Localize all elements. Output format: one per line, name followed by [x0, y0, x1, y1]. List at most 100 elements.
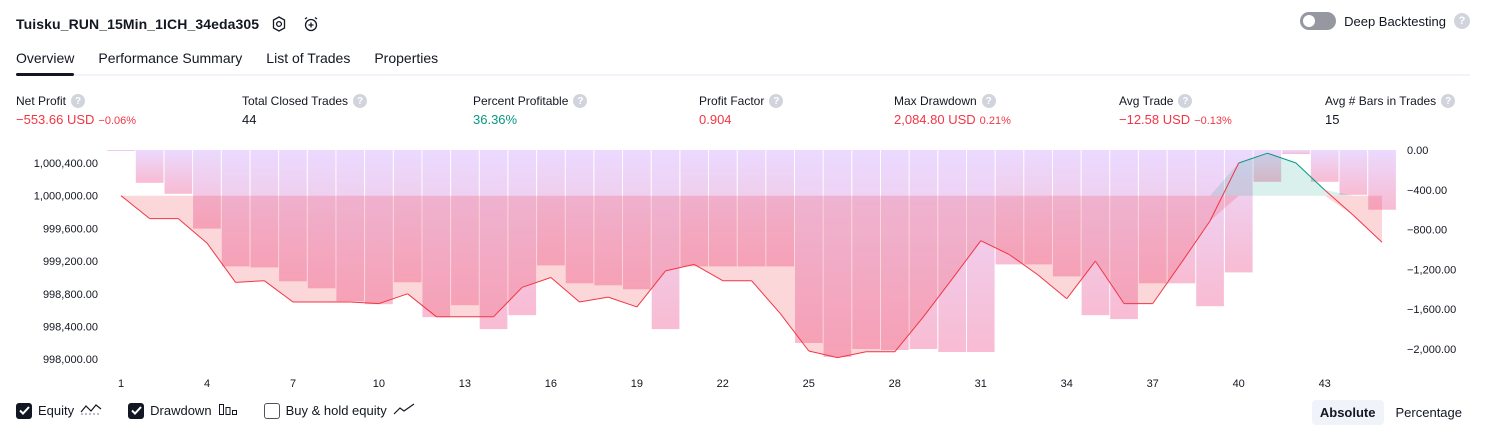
stat-label: Net Profit: [16, 94, 67, 108]
equity-line-segment: [493, 286, 523, 318]
equity-line-segment: [1152, 262, 1182, 304]
equity-line-segment: [1352, 214, 1383, 243]
equity-line-segment: [751, 280, 781, 314]
drawdown-bar: [938, 150, 966, 352]
equity-line-segment: [350, 301, 379, 305]
buy-hold-checkbox[interactable]: [263, 402, 280, 419]
y-tick-label-left: 999,200.00: [43, 256, 98, 268]
drawdown-bar: [1081, 150, 1110, 316]
drawdown-bar: [1368, 150, 1396, 210]
stat-max-drawdown: Max Drawdown? 2,084.80 USD 0.21%: [894, 94, 1011, 127]
drawdown-bars: [107, 150, 1396, 357]
legend-drawdown[interactable]: Drawdown: [128, 402, 237, 419]
gear-icon[interactable]: [267, 12, 291, 36]
x-tick-label: 16: [545, 378, 557, 390]
help-icon[interactable]: ?: [1178, 94, 1193, 108]
tab-overview[interactable]: Overview: [16, 46, 75, 76]
legend-equity[interactable]: Equity: [16, 402, 102, 419]
y-tick-label-right: −800.00: [1407, 225, 1447, 237]
help-icon[interactable]: ?: [769, 94, 784, 108]
help-icon[interactable]: ?: [1441, 94, 1456, 108]
absolute-button[interactable]: Absolute: [1311, 400, 1384, 425]
equity-line-segment: [1009, 254, 1039, 276]
y-tick-label-left: 999,600.00: [43, 223, 98, 235]
y-tick-label-left: 1,000,000.00: [34, 191, 98, 203]
tab-list-of-trades[interactable]: List of Trades: [266, 50, 351, 66]
drawdown-bar: [1282, 150, 1310, 154]
drawdown-bar: [594, 150, 623, 286]
y-tick-label-right: −1,200.00: [1407, 264, 1456, 276]
summary-stats: Net Profit? −553.66 USD −0.06% Total Clos…: [16, 94, 1470, 128]
drawdown-bar: [279, 150, 307, 282]
equity-line-segment: [923, 278, 953, 318]
stat-value: −553.66 USD: [16, 112, 95, 127]
drawdown-bar: [1024, 150, 1052, 265]
tab-performance-summary[interactable]: Performance Summary: [98, 50, 243, 66]
legend-label: Drawdown: [150, 403, 212, 418]
drawdown-checkbox[interactable]: [128, 402, 145, 419]
drawdown-bar: [193, 150, 221, 229]
equity-line-segment: [980, 240, 1010, 256]
equity-line-segment: [636, 270, 666, 308]
drawdown-bar: [479, 150, 508, 330]
strategy-header: Tuisku_RUN_15Min_1ICH_34eda305: [16, 12, 323, 36]
equity-line-segment: [120, 195, 151, 219]
drawdown-bar: [1224, 150, 1253, 273]
report-tabs: Overview Performance Summary List of Tra…: [16, 46, 1470, 76]
y-tick-label-left: 998,000.00: [43, 354, 98, 366]
right-axis: 0.00 −400.00 −800.00 −1,200.00 −1,600.00 −2,0…: [1407, 145, 1456, 356]
legend-label: Buy & hold equity: [285, 403, 387, 418]
stat-label: Avg # Bars in Trades: [1325, 94, 1437, 108]
stat-label: Max Drawdown: [894, 94, 977, 108]
equity-line-segment: [1094, 260, 1125, 304]
help-icon[interactable]: ?: [981, 94, 996, 108]
x-tick-label: 34: [1061, 378, 1073, 390]
tab-properties[interactable]: Properties: [374, 50, 439, 66]
drawdown-bar: [1310, 150, 1339, 182]
help-icon[interactable]: ?: [573, 94, 588, 108]
y-tick-label-right: −1,600.00: [1407, 304, 1456, 316]
drawdown-bar: [881, 150, 909, 350]
drawdown-bar: [537, 150, 565, 266]
percentage-button[interactable]: Percentage: [1395, 405, 1463, 420]
equity-line-segment: [1180, 220, 1211, 263]
help-icon[interactable]: ?: [1454, 13, 1470, 29]
drawdown-bar: [737, 150, 766, 267]
drawdown-bar: [651, 150, 680, 330]
drawdown-bar: [307, 150, 336, 289]
equity-checkbox[interactable]: [16, 402, 32, 419]
equity-line-segment: [1037, 274, 1068, 300]
drawdown-bar: [1339, 150, 1368, 195]
stat-profit-factor: Profit Factor? 0.904: [699, 94, 784, 127]
equity-line-segment: [1324, 189, 1354, 216]
drawdown-bars-icon: [218, 402, 238, 419]
legend-buy-hold-equity[interactable]: Buy & hold equity: [263, 402, 415, 419]
stat-value: 15: [1325, 112, 1340, 127]
stat-value: 0.904: [699, 112, 732, 127]
equity-line-segment: [693, 263, 724, 282]
equity-line-segment: [1238, 152, 1268, 164]
alarm-clock-plus-icon[interactable]: [299, 12, 323, 36]
equity-line-segment: [522, 277, 552, 288]
deep-backtesting-toggle[interactable]: [1300, 12, 1337, 30]
drawdown-bar: [1138, 150, 1167, 284]
stat-avg-trade: Avg Trade? −12.58 USD −0.13%: [1119, 94, 1232, 127]
y-tick-label-right: 0.00: [1407, 145, 1428, 157]
drawdown-bar: [422, 150, 451, 318]
help-icon[interactable]: ?: [71, 94, 86, 108]
strategy-title: Tuisku_RUN_15Min_1ICH_34eda305: [16, 16, 260, 32]
equity-line-segment: [579, 296, 609, 303]
equity-line-segment: [550, 277, 580, 303]
stat-value: 44: [242, 112, 257, 127]
drawdown-bar: [393, 150, 422, 283]
y-tick-label-left: 998,400.00: [43, 322, 98, 334]
equity-line-segment: [894, 316, 924, 353]
drawdown-bar: [852, 150, 880, 349]
drawdown-bar: [1253, 150, 1282, 182]
drawdown-bar: [623, 150, 651, 290]
toggle-knob: [1303, 15, 1316, 27]
equity-line-segment: [206, 242, 237, 283]
help-icon[interactable]: ?: [353, 94, 368, 108]
y-tick-label-left: 1,000,400.00: [34, 158, 98, 170]
drawdown-bar: [823, 150, 852, 357]
